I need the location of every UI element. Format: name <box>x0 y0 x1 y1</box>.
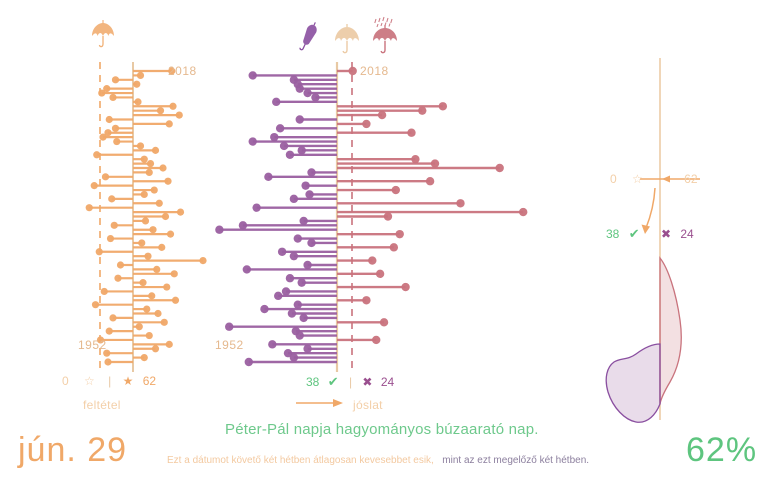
arrow-right-icon <box>296 399 343 407</box>
left-panel-legend: 0 ☆ | ★ 62 <box>62 374 156 388</box>
right-legend-correct-count: 38 <box>606 227 620 241</box>
right-cross-icon: ✖ <box>660 227 672 241</box>
subtitle-part-2: mint az ezt megelőző két hétben. <box>442 455 590 466</box>
percent-label: 62% <box>686 431 758 469</box>
left-panel-caption: feltétel <box>83 398 121 412</box>
umbrella-closed-icon <box>299 22 317 51</box>
subtitle: Ezt a dátumot követő két hétben átlagosa… <box>167 450 589 468</box>
umbrella-icon <box>92 20 114 48</box>
mid-panel-caption: jóslat <box>353 398 383 412</box>
right-check-icon: ✔ <box>628 226 640 241</box>
right-star-empty-icon: ☆ <box>632 172 643 186</box>
left-panel-axes <box>99 62 134 372</box>
left-panel-bars <box>85 67 207 366</box>
right-panel-top-legend: 0 ☆ 62 <box>610 172 698 186</box>
left-legend-zero: 0 <box>62 374 69 388</box>
check-icon: ✔ <box>327 374 339 389</box>
mid-panel-bars <box>215 66 528 367</box>
mid-year-bottom: 1952 <box>215 338 244 352</box>
left-legend-divider: | <box>108 374 112 388</box>
umbrella-rain-icon <box>373 16 397 54</box>
left-year-bottom: 1952 <box>78 338 107 352</box>
mid-year-top: 2018 <box>360 64 389 78</box>
mid-panel-legend: 38 ✔ | ✖ 24 <box>306 374 394 390</box>
left-legend-count: 62 <box>142 374 157 388</box>
subtitle-part-1: Ezt a dátumot követő két hétben átlagosa… <box>167 455 434 466</box>
mid-legend-divider: | <box>348 375 353 389</box>
density-curves <box>605 256 682 423</box>
cross-icon: ✖ <box>362 375 373 389</box>
right-panel-connector-arrow <box>641 187 656 234</box>
star-full-icon: ★ <box>122 374 134 388</box>
right-panel-bottom-legend: 38 ✔ ✖ 24 <box>606 226 694 242</box>
right-legend-zero: 0 <box>610 172 617 186</box>
left-year-top: 2018 <box>168 64 197 78</box>
date-label: jún. 29 <box>18 431 128 469</box>
page-title: Péter-Pál napja hagyományos búzaarató na… <box>225 421 539 438</box>
right-legend-wrong-count: 24 <box>680 227 694 241</box>
mid-legend-correct-count: 38 <box>306 375 320 389</box>
umbrella-open-icon <box>335 24 359 54</box>
mid-legend-wrong-count: 24 <box>380 375 395 389</box>
right-legend-count: 62 <box>684 172 698 186</box>
star-empty-icon: ☆ <box>84 374 95 388</box>
